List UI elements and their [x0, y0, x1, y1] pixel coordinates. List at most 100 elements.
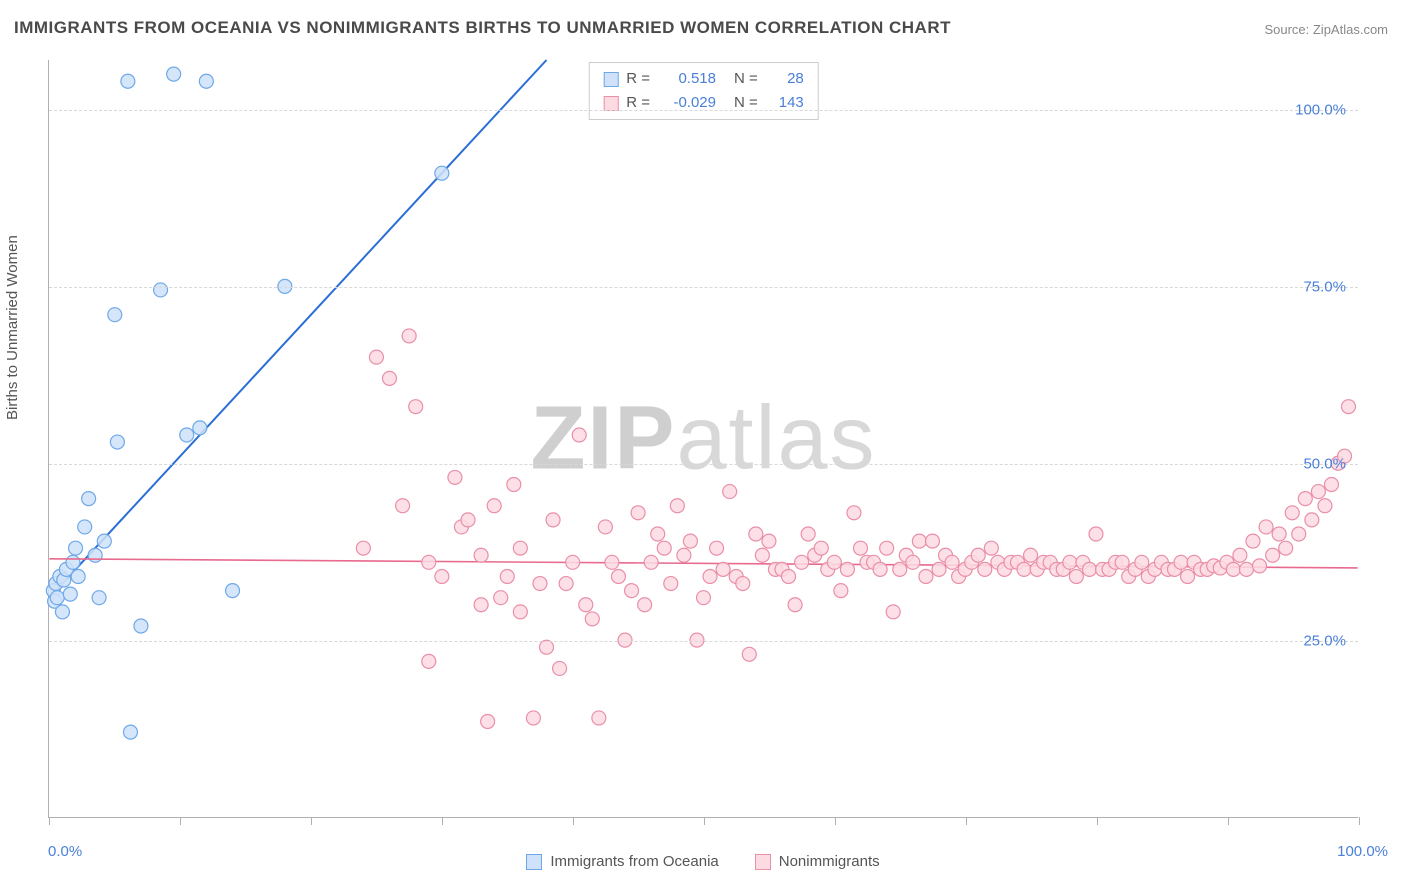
y-tick-label: 75.0% [1303, 278, 1346, 295]
data-point [435, 166, 449, 180]
data-point [134, 619, 148, 633]
data-point [121, 74, 135, 88]
data-point [657, 541, 671, 555]
data-point [369, 350, 383, 364]
data-point [579, 598, 593, 612]
data-point [1024, 548, 1038, 562]
scatter-plot-svg [49, 60, 1358, 817]
data-point [1069, 569, 1083, 583]
x-tick [180, 817, 181, 825]
data-point [422, 654, 436, 668]
data-point [513, 605, 527, 619]
data-point [88, 548, 102, 562]
data-point [919, 569, 933, 583]
data-point [801, 527, 815, 541]
data-point [670, 499, 684, 513]
data-point [1266, 548, 1280, 562]
data-point [1253, 559, 1267, 573]
data-point [1135, 555, 1149, 569]
data-point [92, 591, 106, 605]
data-point [108, 308, 122, 322]
data-point [1341, 400, 1355, 414]
r-label: R = [626, 91, 650, 115]
data-point [110, 435, 124, 449]
data-point [396, 499, 410, 513]
data-point [1246, 534, 1260, 548]
data-point [383, 371, 397, 385]
data-point [1305, 513, 1319, 527]
data-point [625, 584, 639, 598]
data-point [167, 67, 181, 81]
data-point [435, 569, 449, 583]
data-point [356, 541, 370, 555]
data-point [1272, 527, 1286, 541]
data-point [880, 541, 894, 555]
data-point [782, 569, 796, 583]
chart-title: IMMIGRANTS FROM OCEANIA VS NONIMMIGRANTS… [14, 18, 951, 38]
data-point [971, 548, 985, 562]
stats-row: R = -0.029 N = 143 [603, 91, 804, 115]
data-point [500, 569, 514, 583]
correlation-stats-box: R =0.518N =28R =-0.029N =143 [588, 62, 819, 120]
data-point [755, 548, 769, 562]
x-tick-label-max: 100.0% [1337, 843, 1388, 860]
data-point [123, 725, 137, 739]
chart-plot-area: ZIPatlas R =0.518N =28R =-0.029N =143 25… [48, 60, 1358, 818]
data-point [1318, 499, 1332, 513]
gridline-horizontal [49, 110, 1358, 111]
data-point [1233, 548, 1247, 562]
data-point [1089, 527, 1103, 541]
data-point [402, 329, 416, 343]
data-point [605, 555, 619, 569]
x-tick [966, 817, 967, 825]
data-point [592, 711, 606, 725]
data-point [199, 74, 213, 88]
r-label: R = [626, 67, 650, 91]
data-point [69, 541, 83, 555]
data-point [932, 562, 946, 576]
n-label: N = [734, 91, 758, 115]
data-point [1324, 477, 1338, 491]
data-point [814, 541, 828, 555]
n-value: 143 [766, 91, 804, 115]
data-point [533, 577, 547, 591]
series-swatch [603, 72, 618, 87]
data-point [481, 714, 495, 728]
data-point [651, 527, 665, 541]
data-point [1298, 492, 1312, 506]
data-point [827, 555, 841, 569]
data-point [409, 400, 423, 414]
gridline-horizontal [49, 287, 1358, 288]
data-point [703, 569, 717, 583]
data-point [710, 541, 724, 555]
data-point [925, 534, 939, 548]
r-value: -0.029 [658, 91, 716, 115]
data-point [1063, 555, 1077, 569]
data-point [97, 534, 111, 548]
data-point [762, 534, 776, 548]
data-point [978, 562, 992, 576]
data-point [598, 520, 612, 534]
data-point [912, 534, 926, 548]
legend-swatch [526, 854, 542, 870]
data-point [226, 584, 240, 598]
stats-row: R =0.518N =28 [603, 67, 804, 91]
data-point [494, 591, 508, 605]
data-point [193, 421, 207, 435]
data-point [507, 477, 521, 491]
data-point [847, 506, 861, 520]
data-point [1259, 520, 1273, 534]
source-attribution: Source: ZipAtlas.com [1264, 22, 1388, 37]
data-point [1279, 541, 1293, 555]
x-tick [1228, 817, 1229, 825]
n-label: N = [734, 67, 758, 91]
legend-label: Immigrants from Oceania [550, 853, 718, 870]
y-tick-label: 25.0% [1303, 632, 1346, 649]
data-point [154, 283, 168, 297]
data-point [677, 548, 691, 562]
x-tick [1359, 817, 1360, 825]
data-point [422, 555, 436, 569]
n-value: 28 [766, 67, 804, 91]
data-point [180, 428, 194, 442]
legend-item: Immigrants from Oceania [526, 853, 718, 870]
